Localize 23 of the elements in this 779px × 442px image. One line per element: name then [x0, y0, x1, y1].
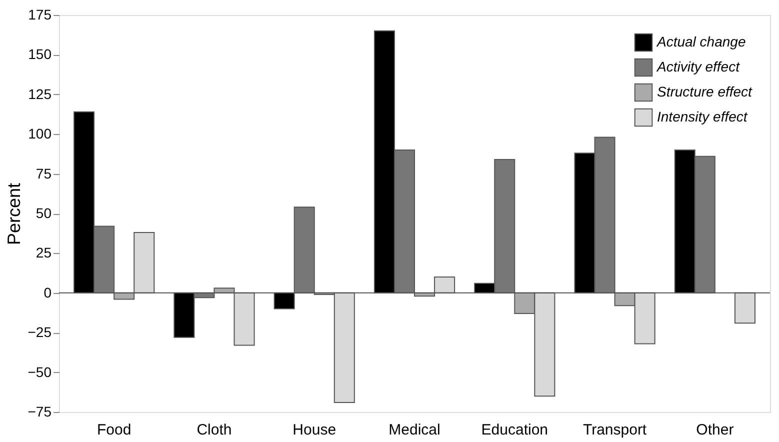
- x-tick-label: Other: [696, 422, 734, 438]
- y-tick-label: −50: [28, 364, 52, 380]
- y-tick-label: 75: [36, 165, 52, 182]
- x-tick-label: Transport: [582, 422, 648, 438]
- x-tick-label: Medical: [388, 422, 440, 438]
- y-tick-label: 175: [28, 6, 52, 22]
- y-tick-label: 0: [44, 284, 52, 300]
- y-tick-label: 125: [28, 86, 52, 102]
- legend-label: Actual change: [656, 34, 746, 50]
- y-tick-label: 150: [28, 46, 52, 62]
- legend-label: Structure effect: [657, 84, 754, 100]
- legend-label: Intensity effect: [657, 108, 748, 124]
- x-tick-label: Food: [96, 422, 132, 438]
- y-tick-label: 25: [36, 244, 52, 261]
- x-tick-label: Education: [481, 422, 548, 438]
- legend-label: Activity effect: [656, 58, 741, 74]
- y-tick-label: −75: [28, 404, 52, 420]
- y-tick-label: −25: [28, 324, 52, 340]
- y-tick-label: 100: [28, 126, 52, 142]
- y-axis-title: Percent: [4, 182, 24, 246]
- x-tick-label: House: [292, 422, 336, 438]
- y-tick-label: 50: [36, 205, 52, 221]
- x-tick-label: Cloth: [196, 422, 232, 438]
